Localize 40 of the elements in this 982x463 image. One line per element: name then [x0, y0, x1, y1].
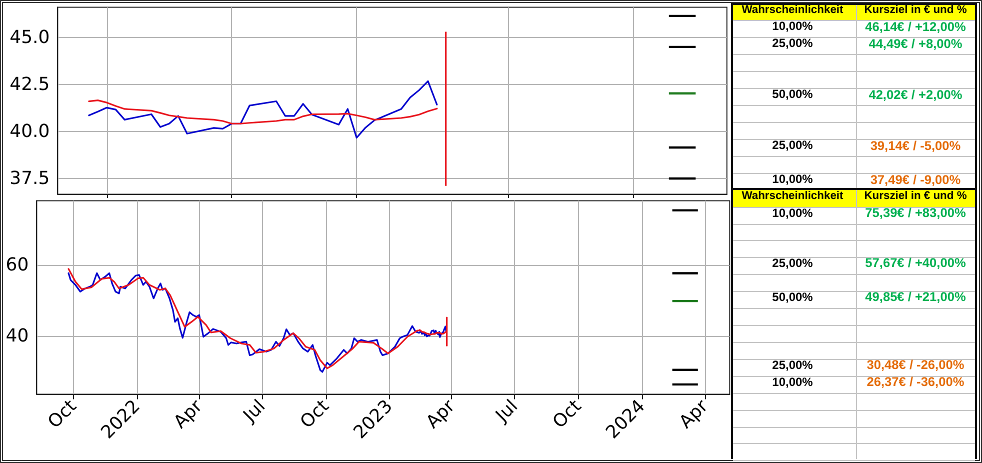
x-tick-label: Apr: [675, 395, 713, 433]
line-series: [88, 100, 438, 124]
text: 37,49€ / -9,00%: [869, 170, 962, 188]
text: 25,00%: [771, 34, 814, 52]
text: 46,14€ / +12,00%: [864, 18, 967, 35]
text: 44,49€ / +8,00%: [868, 34, 964, 52]
text: 42,02€ / +2,00%: [868, 86, 964, 103]
text: 25,00%: [771, 255, 814, 272]
text: 50,00%: [771, 86, 814, 103]
text: 30,48€ / -26,00%: [866, 356, 966, 374]
text: Wahrscheinlichkeit: [740, 3, 844, 18]
x-tick-label: Jul: [238, 396, 270, 427]
y-tick-label: 40: [6, 326, 29, 347]
text: 25,00%: [771, 356, 814, 374]
y-tick-label: 45.0: [10, 26, 50, 48]
line-series: [88, 80, 438, 139]
y-tick-label: 60: [6, 254, 29, 276]
text: 26,37€ / -36,00%: [866, 374, 966, 391]
text: 25,00%: [771, 136, 814, 154]
y-tick-label: 37.5: [10, 168, 50, 189]
text: 49,85€ / +21,00%: [864, 289, 967, 306]
x-tick-label: Apr: [170, 395, 208, 433]
text: 75,39€ / +83,00%: [864, 204, 967, 222]
text: 39,14€ / -5,00%: [869, 136, 962, 154]
text: 10,00%: [771, 374, 814, 391]
x-tick-label: Oct: [548, 396, 586, 433]
x-tick-label: Oct: [44, 396, 81, 433]
text: 50,00%: [771, 289, 814, 306]
text: Kursziel in € und %: [863, 3, 968, 18]
text: Kursziel in € und %: [863, 188, 968, 204]
text: 10,00%: [771, 18, 814, 35]
y-tick-label: 40.0: [10, 120, 50, 142]
x-tick-label: Jul: [491, 396, 522, 427]
text: 10,00%: [771, 170, 814, 188]
text: Wahrscheinlichkeit: [740, 188, 844, 204]
x-tick-label: Apr: [422, 395, 460, 433]
x-tick-label: Oct: [296, 396, 334, 433]
y-tick-label: 42.5: [10, 74, 50, 95]
text: 57,67€ / +40,00%: [864, 255, 967, 272]
text: 10,00%: [771, 204, 814, 222]
